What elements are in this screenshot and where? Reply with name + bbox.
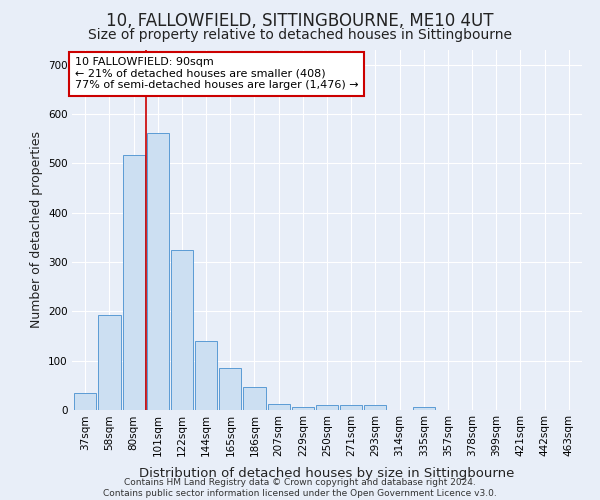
- Bar: [316, 405, 338, 410]
- Bar: [244, 388, 266, 410]
- Bar: [413, 407, 435, 410]
- Bar: [146, 133, 169, 410]
- X-axis label: Distribution of detached houses by size in Sittingbourne: Distribution of detached houses by size …: [139, 468, 515, 480]
- Text: Contains HM Land Registry data © Crown copyright and database right 2024.
Contai: Contains HM Land Registry data © Crown c…: [103, 478, 497, 498]
- Bar: [340, 405, 362, 410]
- Bar: [219, 368, 241, 410]
- Bar: [122, 154, 145, 410]
- Bar: [292, 406, 314, 410]
- Bar: [98, 316, 121, 410]
- Y-axis label: Number of detached properties: Number of detached properties: [29, 132, 43, 328]
- Bar: [268, 404, 290, 410]
- Bar: [195, 341, 217, 410]
- Text: 10, FALLOWFIELD, SITTINGBOURNE, ME10 4UT: 10, FALLOWFIELD, SITTINGBOURNE, ME10 4UT: [106, 12, 494, 30]
- Text: Size of property relative to detached houses in Sittingbourne: Size of property relative to detached ho…: [88, 28, 512, 42]
- Bar: [364, 405, 386, 410]
- Text: 10 FALLOWFIELD: 90sqm
← 21% of detached houses are smaller (408)
77% of semi-det: 10 FALLOWFIELD: 90sqm ← 21% of detached …: [74, 57, 358, 90]
- Bar: [171, 250, 193, 410]
- Bar: [74, 392, 97, 410]
